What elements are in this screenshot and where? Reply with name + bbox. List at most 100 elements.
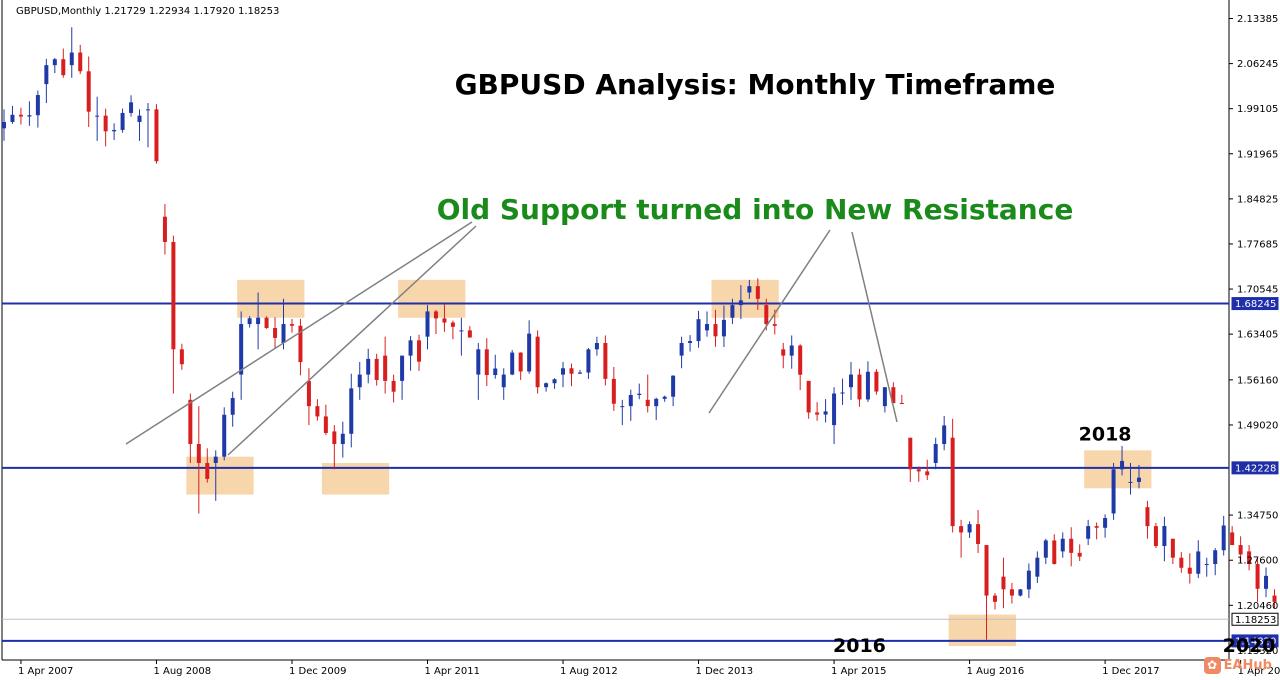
level-price-tag-0-label: 1.68245 (1235, 299, 1276, 310)
candle-1 (10, 105, 15, 124)
x-tick-label-2: 1 Dec 2009 (289, 666, 347, 677)
candle-144 (1221, 515, 1226, 556)
candle-body (273, 328, 278, 338)
candle-body (586, 349, 591, 373)
candle-88 (747, 279, 752, 299)
candle-82 (696, 310, 701, 348)
x-tick-label-8: 1 Dec 2017 (1102, 666, 1160, 677)
candle-125 (1060, 532, 1065, 558)
candle-body (755, 286, 760, 299)
candle-42 (357, 361, 362, 400)
candle-138 (1170, 538, 1175, 565)
candle-body (933, 444, 938, 463)
candle-38 (323, 404, 328, 436)
candle-113 (959, 519, 964, 558)
year-label-2020: 2020 (1223, 635, 1276, 657)
candle-116 (984, 545, 989, 640)
candle-body (874, 371, 879, 392)
candle-body (1179, 557, 1184, 568)
y-tick-label-7: 1.63405 (1237, 330, 1278, 341)
candle-body (620, 406, 625, 408)
candle-17 (145, 103, 150, 148)
candle-body (78, 52, 83, 72)
candle-body (815, 412, 820, 415)
zone-1 (237, 279, 305, 318)
candle-body (738, 300, 743, 306)
candle-body (315, 406, 320, 417)
current-price-tag-box (1231, 612, 1279, 626)
candle-body (400, 355, 405, 381)
candle-83 (705, 311, 710, 337)
candle-body (18, 114, 23, 117)
candle-54 (459, 317, 464, 356)
candle-body (899, 402, 904, 404)
candle-body (256, 317, 261, 325)
candle-body (27, 115, 32, 117)
candle-body (264, 317, 269, 329)
candle-body (569, 368, 574, 374)
candle-57 (484, 338, 489, 387)
candle-53 (450, 320, 455, 340)
candle-body (323, 416, 328, 433)
candle-118 (1001, 557, 1006, 609)
y-tick-label-4: 1.84825 (1237, 194, 1278, 205)
candle-142 (1204, 557, 1209, 577)
candle-89 (755, 278, 760, 310)
candle-body (840, 392, 845, 394)
annotation-pointer-2 (708, 229, 831, 414)
candle-body (1009, 589, 1014, 596)
candle-body (925, 471, 930, 476)
candle-4 (35, 90, 40, 128)
candle-body (959, 526, 964, 533)
candle-55 (467, 326, 472, 338)
candle-0 (2, 109, 6, 141)
candle-135 (1145, 500, 1150, 539)
candle-body (544, 383, 549, 388)
candle-78 (662, 395, 667, 402)
candle-body (679, 342, 684, 356)
candle-37 (315, 399, 320, 421)
candle-148 (1255, 557, 1260, 602)
candle-body (129, 102, 134, 113)
candle-98 (832, 387, 837, 445)
candle-51 (433, 310, 438, 335)
candle-body (349, 388, 354, 434)
candle-body (1136, 477, 1141, 482)
candle-body (967, 524, 972, 533)
candle-body (577, 372, 582, 374)
candle-body (213, 456, 218, 463)
candle-body (1077, 552, 1082, 557)
candle-84 (713, 309, 718, 347)
candle-body (2, 121, 6, 129)
candle-body (103, 115, 108, 132)
candle-body (1264, 575, 1269, 589)
candle-62 (527, 320, 532, 374)
annotations: 20162018202020212022 (125, 221, 1276, 657)
candle-body (992, 595, 997, 602)
current-price-tag-label: 1.18253 (1235, 615, 1276, 626)
candle-66 (561, 361, 566, 388)
candle-body (1247, 551, 1252, 565)
candle-body (1094, 526, 1099, 528)
candle-41 (349, 373, 354, 448)
candle-body (61, 59, 66, 76)
candle-96 (815, 402, 820, 421)
candle-body (35, 95, 40, 116)
candle-150 (1272, 589, 1277, 609)
candle-97 (823, 399, 828, 423)
candle-103 (874, 369, 879, 395)
candle-27 (230, 391, 235, 427)
candle-body (222, 414, 227, 457)
candle-body (908, 437, 913, 470)
candle-85 (721, 305, 726, 348)
zone-6 (1084, 450, 1152, 489)
candle-43 (366, 348, 371, 384)
x-tick-label-6: 1 Apr 2015 (831, 666, 886, 677)
candle-6 (52, 57, 57, 74)
candle-28 (239, 311, 244, 400)
watermark-text: EAHub (1223, 658, 1272, 673)
candle-95 (806, 380, 811, 419)
candle-body (1128, 481, 1133, 483)
candle-body (374, 358, 379, 380)
